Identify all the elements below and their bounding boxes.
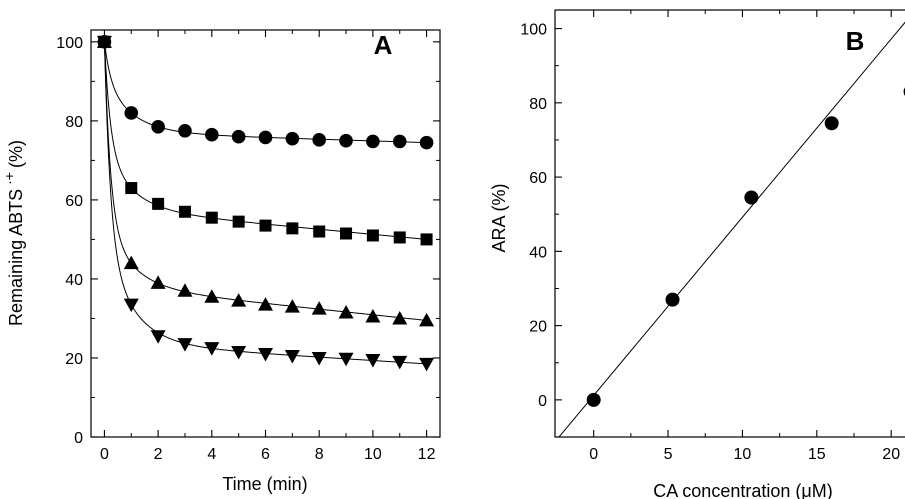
data-point-series-4 bbox=[231, 346, 247, 360]
y-tick-label: 60 bbox=[65, 193, 83, 210]
data-point-series-1 bbox=[258, 130, 273, 145]
y-tick-label: 0 bbox=[74, 430, 83, 447]
data-point-series-4 bbox=[365, 353, 381, 368]
panel-b-chart: 0 5 10 15 20 0 20 40 60 80 100 B CA concentration … bbox=[489, 9, 905, 499]
data-point-series-3 bbox=[365, 308, 381, 323]
data-point-series-4 bbox=[258, 348, 273, 362]
data-point-series-1 bbox=[312, 133, 326, 147]
panel-a-y-title-unit: (%) bbox=[6, 140, 26, 168]
data-point-series-3 bbox=[419, 312, 435, 327]
data-point-series-2 bbox=[125, 182, 138, 195]
panel-a-ticks: 0 2 4 6 8 10 12 0 20 40 60 80 100 bbox=[56, 30, 440, 463]
data-point-series-3 bbox=[258, 297, 273, 311]
data-point-series-3 bbox=[231, 293, 247, 307]
panel-a-letter: A bbox=[374, 30, 393, 60]
data-point-series-1 bbox=[285, 131, 300, 146]
regression-line bbox=[558, 21, 905, 437]
y-tick-label: 40 bbox=[65, 272, 83, 289]
data-point-series-4 bbox=[123, 298, 139, 313]
data-point-series-4 bbox=[311, 351, 327, 366]
data-point-series-3 bbox=[284, 299, 300, 313]
data-point-series-3 bbox=[150, 275, 166, 289]
data-point-series-1 bbox=[366, 134, 380, 149]
data-point-series-2 bbox=[232, 215, 245, 228]
panel-b-y-axis-title: ARA (%) bbox=[489, 183, 509, 252]
data-point-series-2 bbox=[286, 222, 299, 235]
data-point-series-2 bbox=[393, 231, 406, 244]
panel-b-points bbox=[586, 87, 905, 407]
panel-a-chart: 0 2 4 6 8 10 12 0 20 40 60 80 100 A Time (min) Remai… bbox=[1, 29, 441, 494]
x-tick-label: 0 bbox=[589, 446, 598, 463]
data-point-series-4 bbox=[284, 349, 300, 364]
data-point-series-3 bbox=[311, 301, 327, 315]
data-point-series-1 bbox=[339, 133, 353, 148]
data-point-series-4 bbox=[150, 330, 166, 344]
data-point-series-2 bbox=[313, 225, 326, 238]
data-point-series-2 bbox=[340, 227, 353, 240]
data-point-series-4 bbox=[177, 338, 193, 352]
data-point-series-1 bbox=[419, 135, 434, 150]
panel-a-x-axis-title: Time (min) bbox=[222, 474, 307, 494]
x-tick-label: 10 bbox=[364, 446, 382, 463]
panel-b-regression bbox=[558, 21, 905, 437]
data-point-series-1 bbox=[205, 127, 219, 142]
y-tick-label: 20 bbox=[529, 319, 547, 336]
y-tick-label: 100 bbox=[56, 35, 83, 52]
panel-a-y-title-main: Remaining ABTS bbox=[6, 189, 26, 326]
data-point-series-2 bbox=[259, 219, 272, 232]
panel-b-x-axis-title: CA concentration (μM) bbox=[653, 481, 832, 499]
x-tick-label: 20 bbox=[882, 446, 900, 463]
data-point bbox=[744, 190, 759, 205]
panel-a-points bbox=[96, 34, 435, 372]
y-tick-label: 80 bbox=[65, 114, 83, 131]
x-tick-label: 0 bbox=[100, 446, 109, 463]
y-tick-label: 60 bbox=[529, 170, 547, 187]
data-point-series-4 bbox=[338, 352, 354, 367]
data-point bbox=[824, 116, 839, 131]
panel-a-frame bbox=[90, 29, 441, 438]
data-point-series-1 bbox=[151, 120, 165, 134]
data-point bbox=[665, 292, 680, 307]
data-point-series-2 bbox=[178, 205, 191, 218]
data-point-series-1 bbox=[392, 134, 407, 149]
data-point-series-1 bbox=[124, 106, 139, 120]
data-point-series-4 bbox=[204, 342, 220, 356]
x-tick-label: 12 bbox=[418, 446, 436, 463]
data-point-series-3 bbox=[338, 305, 354, 319]
panel-b-letter: B bbox=[846, 26, 865, 56]
y-tick-label: 80 bbox=[529, 96, 547, 113]
y-tick-label: 100 bbox=[520, 22, 547, 39]
x-tick-label: 8 bbox=[315, 446, 324, 463]
panel-a-y-title-radical: ·+ bbox=[1, 172, 17, 185]
data-point-series-4 bbox=[419, 357, 435, 372]
data-point bbox=[586, 392, 601, 407]
data-point-series-1 bbox=[231, 129, 246, 144]
panel-a-y-axis-title: Remaining ABTS ·+ (%) bbox=[1, 140, 26, 326]
data-point-series-3 bbox=[123, 255, 139, 270]
x-tick-label: 10 bbox=[734, 446, 752, 463]
x-tick-label: 15 bbox=[808, 446, 826, 463]
y-tick-label: 40 bbox=[529, 244, 547, 261]
data-point-series-2 bbox=[420, 233, 433, 246]
x-tick-label: 4 bbox=[207, 446, 216, 463]
data-point-series-3 bbox=[392, 310, 408, 325]
data-point-series-2 bbox=[152, 197, 165, 210]
data-point-series-3 bbox=[177, 283, 193, 297]
x-tick-label: 6 bbox=[261, 446, 270, 463]
data-point-series-4 bbox=[96, 35, 112, 50]
x-tick-label: 2 bbox=[154, 446, 163, 463]
fit-curve-series-3 bbox=[103, 41, 427, 321]
data-point-series-2 bbox=[205, 211, 218, 224]
y-tick-label: 0 bbox=[538, 393, 547, 410]
data-point-series-3 bbox=[204, 289, 220, 303]
y-tick-label: 20 bbox=[65, 351, 83, 368]
data-point-series-2 bbox=[366, 229, 379, 242]
panel-b-frame bbox=[554, 9, 905, 438]
x-tick-label: 5 bbox=[664, 446, 673, 463]
data-point-series-1 bbox=[178, 123, 192, 138]
data-point-series-4 bbox=[392, 355, 408, 370]
panel-b-ticks: 0 5 10 15 20 0 20 40 60 80 100 bbox=[520, 10, 900, 463]
